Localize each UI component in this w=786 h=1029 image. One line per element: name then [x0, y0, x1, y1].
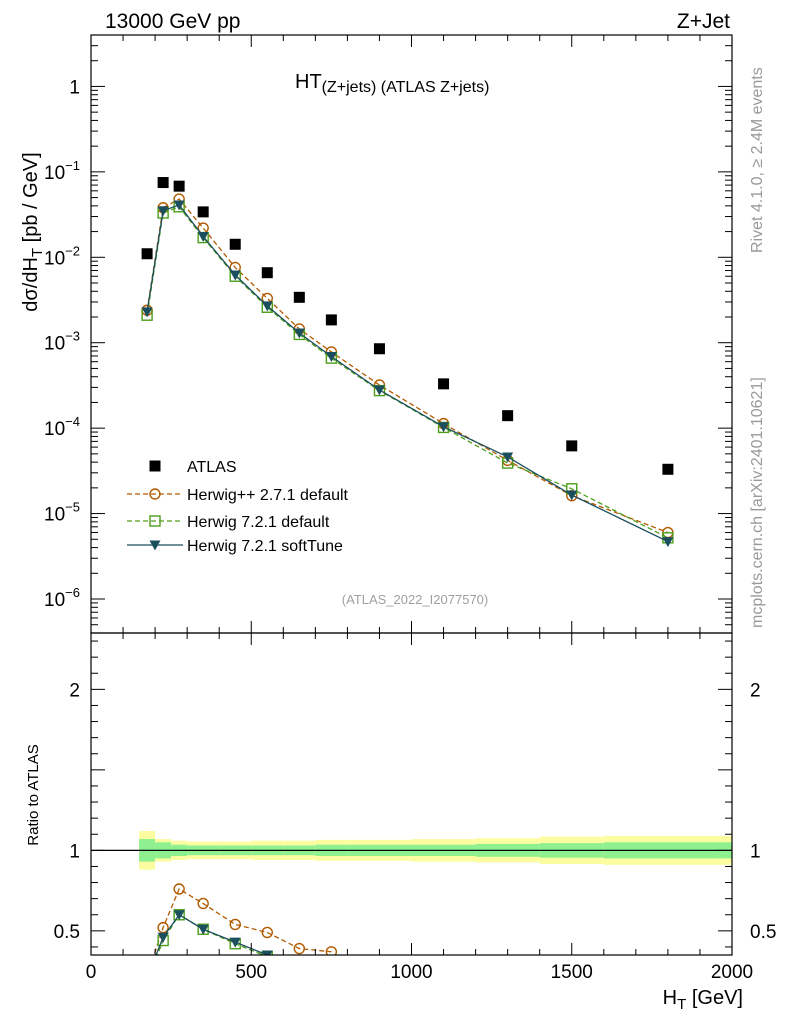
main-data-point	[438, 378, 450, 390]
ratio-y-tick-label-right: 1	[750, 841, 761, 862]
y-tick-label: 10−1	[44, 158, 80, 184]
main-data-point	[373, 343, 385, 355]
x-tick-label: 0	[86, 962, 97, 983]
main-data-point	[293, 291, 305, 303]
ratio-series-line	[156, 913, 266, 955]
legend-marker	[149, 488, 161, 500]
x-tick-label: 2000	[711, 962, 753, 983]
ratio-plot-frame	[90, 632, 733, 956]
ratio-data-point	[173, 883, 185, 895]
ratio-y-axis-label: Ratio to ATLAS	[25, 744, 42, 845]
ratio-y-tick-label: 0.5	[54, 922, 80, 943]
main-data-point	[566, 490, 578, 501]
ratio-data-point	[229, 937, 241, 948]
process-label: Z+Jet	[677, 10, 730, 33]
main-data-point	[197, 206, 209, 218]
x-tick-label: 500	[235, 962, 267, 983]
legend-label: Herwig++ 2.7.1 default	[187, 487, 349, 504]
main-data-point	[438, 422, 450, 433]
main-series-line	[146, 198, 669, 534]
ratio-data-point	[261, 926, 273, 939]
main-data-point	[229, 270, 241, 281]
main-data-point	[325, 314, 337, 326]
x-axis-label: HT [GeV]	[663, 987, 743, 1013]
legend-label: Herwig 7.2.1 softTune	[187, 538, 343, 555]
ratio-series-line	[155, 913, 268, 955]
mcplots-label: mcplots.cern.ch [arXiv:2401.10621]	[749, 377, 766, 628]
ratio-y-tick-label-right: 2	[750, 680, 761, 701]
ratio-data-point	[197, 924, 209, 935]
plot-title: HT(Z+jets) (ATLAS Z+jets)	[295, 71, 489, 96]
plot-title-main: HT	[295, 71, 322, 93]
y-tick-label: 10−5	[44, 500, 80, 526]
main-data-point	[373, 385, 385, 396]
main-data-point	[157, 206, 169, 217]
ratio-data-point	[157, 921, 169, 934]
main-data-point	[261, 267, 273, 279]
main-data-point	[566, 440, 578, 452]
main-data-point	[229, 238, 241, 250]
main-data-point	[662, 537, 674, 548]
legend-marker	[149, 460, 161, 472]
ratio-data-point	[325, 946, 338, 955]
ratio-series-line	[153, 888, 332, 955]
main-data-point	[173, 200, 185, 211]
main-data-point	[662, 463, 674, 475]
main-y-axis-label: dσ/dHT [pb / GeV]	[20, 152, 46, 311]
ratio-data-point	[142, 976, 152, 986]
x-tick-label: 1500	[551, 962, 593, 983]
main-data-point	[197, 232, 209, 243]
ref-note: (ATLAS_2022_I2077570)	[342, 592, 488, 607]
y-tick-label: 1	[69, 77, 80, 98]
ratio-data-point	[293, 942, 306, 955]
y-tick-label: 10−6	[44, 585, 80, 611]
ratio-data-point	[173, 910, 185, 921]
x-tick-label: 1000	[390, 962, 432, 983]
main-data-point	[293, 328, 305, 339]
legend-marker	[149, 515, 161, 527]
ratio-y-tick-label: 1	[69, 841, 80, 862]
main-data-point	[502, 452, 514, 463]
ratio-data-point	[229, 918, 241, 931]
plot-title-sub: (Z+jets) (ATLAS Z+jets)	[322, 79, 490, 96]
y-tick-label: 10−4	[44, 414, 80, 440]
energy-label: 13000 GeV pp	[105, 10, 240, 33]
ratio-y-tick-label-right: 0.5	[750, 922, 776, 943]
ratio-y-tick-label: 2	[69, 680, 80, 701]
y-tick-label: 10−2	[44, 243, 80, 269]
ratio-data-point	[142, 973, 153, 983]
main-data-point	[141, 307, 153, 318]
ratio-data-point	[157, 932, 169, 943]
main-data-point	[157, 177, 169, 189]
main-data-point	[141, 248, 153, 260]
legend-label: ATLAS	[187, 459, 237, 476]
ratio-data-point	[197, 897, 209, 910]
main-data-point	[502, 410, 514, 422]
ratio-series-group	[142, 883, 338, 986]
main-data-point	[325, 351, 337, 362]
ratio-data-point	[142, 971, 152, 981]
legend-label: Herwig 7.2.1 default	[187, 514, 330, 531]
y-tick-label: 10−3	[44, 329, 80, 355]
legend-marker	[149, 540, 161, 551]
rivet-label: Rivet 4.1.0, ≥ 2.4M events	[749, 67, 766, 253]
legend: ATLAS Herwig++ 2.7.1 default Herwig 7.2.1 …	[127, 459, 349, 555]
ratio-data-point	[261, 950, 273, 955]
main-data-point	[261, 301, 273, 312]
main-data-point	[173, 180, 185, 192]
